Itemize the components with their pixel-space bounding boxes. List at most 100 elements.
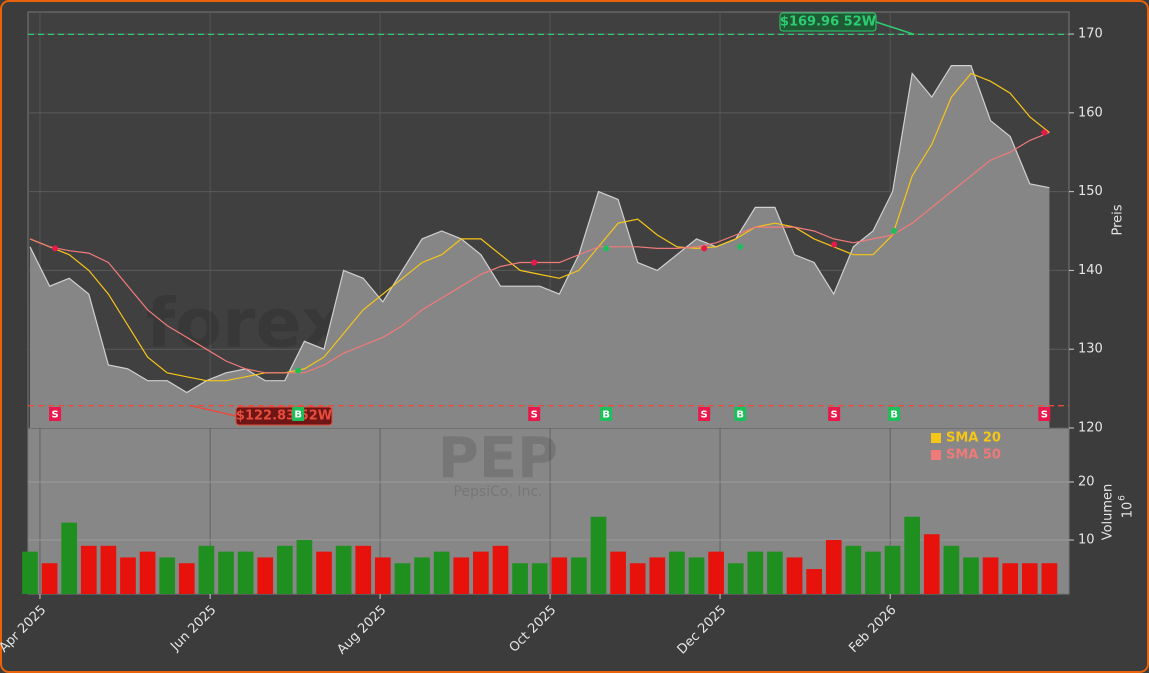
signal-box <box>1038 407 1051 421</box>
volume-bar <box>1002 563 1019 594</box>
volume-bar <box>786 557 803 594</box>
legend-swatch <box>931 450 941 460</box>
volume-bar <box>865 551 881 594</box>
level-label: $169.96 52W <box>780 15 876 30</box>
price-line <box>29 65 1050 394</box>
volume-bar <box>100 545 117 594</box>
y-axis-label: Preis <box>1111 204 1126 235</box>
volume-bar <box>139 551 156 594</box>
volume-bar <box>806 569 822 594</box>
volume-bar <box>688 557 705 594</box>
signal-dot <box>891 228 898 235</box>
volume-bar <box>629 563 646 594</box>
legend-label: SMA 50 <box>946 448 1001 463</box>
volume-bar <box>22 551 38 594</box>
volume-bar <box>218 551 234 594</box>
volume-bar <box>649 557 666 594</box>
volume-bar <box>923 534 940 594</box>
volume-bar <box>845 545 862 594</box>
signal-dot <box>603 245 610 252</box>
volume-bar <box>198 545 215 594</box>
volume-bar <box>473 551 489 594</box>
signal-dot <box>295 367 302 374</box>
signal-label: S <box>531 410 538 421</box>
y-tick-label: 150 <box>1078 184 1103 199</box>
signal-dot <box>531 259 538 266</box>
volume-bar <box>767 551 783 594</box>
volume-bar <box>257 557 274 594</box>
sma-line <box>29 72 1050 382</box>
volume-bar <box>453 557 470 594</box>
volume-bar <box>982 557 999 594</box>
volume-bar <box>394 563 411 594</box>
volume-bar <box>237 551 254 594</box>
signal-box <box>888 407 901 421</box>
volume-bar <box>414 557 430 594</box>
volume-bar <box>375 557 391 594</box>
level-arrow <box>190 404 237 417</box>
volume-bar <box>120 557 136 594</box>
signal-label: S <box>51 410 58 421</box>
signal-box <box>600 407 613 421</box>
volume-bar <box>159 557 176 594</box>
volume-bar <box>571 557 587 594</box>
volume-y-tick-label: 10 <box>1078 533 1095 548</box>
signal-box <box>734 407 747 421</box>
volume-axis-label: Volumen <box>1101 484 1116 541</box>
volume-bar <box>943 545 960 594</box>
volume-bar <box>1021 563 1038 594</box>
signal-label: S <box>701 410 708 421</box>
signal-dot <box>1041 129 1048 136</box>
volume-unit-exp: 6 <box>1118 495 1128 501</box>
signal-label: B <box>890 410 898 421</box>
sma-line <box>29 131 1050 374</box>
level-label-box <box>779 12 877 32</box>
company-watermark: PepsiCo, Inc. <box>453 484 542 500</box>
signal-box <box>528 407 541 421</box>
volume-bar <box>178 563 195 594</box>
volume-bar <box>492 545 509 594</box>
signal-box <box>49 407 62 421</box>
volume-bar <box>884 545 901 594</box>
volume-bar <box>610 551 626 594</box>
volume-bar <box>669 551 685 594</box>
volume-unit: 10 <box>1121 502 1136 519</box>
y-tick-label: 140 <box>1078 263 1103 278</box>
signal-dot <box>831 241 838 248</box>
y-tick-label: 160 <box>1078 105 1103 120</box>
volume-bar <box>1041 563 1058 594</box>
signal-box <box>292 407 305 421</box>
volume-bar <box>355 545 372 594</box>
level-arrow <box>875 21 915 36</box>
volume-bar <box>80 545 97 594</box>
price-area <box>29 65 1050 428</box>
legend-label: SMA 20 <box>946 431 1001 446</box>
volume-bar <box>531 563 548 594</box>
signal-label: S <box>831 410 838 421</box>
volume-bar <box>590 516 607 594</box>
volume-y-tick-label: 20 <box>1078 474 1095 489</box>
y-tick-label: 120 <box>1078 421 1103 436</box>
level-label: $122.83 52W <box>236 409 332 424</box>
volume-bar <box>433 551 450 594</box>
volume-bar <box>963 557 979 594</box>
signal-dot <box>737 243 744 250</box>
volume-bar <box>825 540 842 594</box>
volume-bar <box>276 545 293 594</box>
signal-box <box>828 407 841 421</box>
volume-bar <box>41 563 58 594</box>
volume-bar <box>512 563 528 594</box>
volume-bar <box>335 545 352 594</box>
signal-label: B <box>736 410 744 421</box>
signal-box <box>698 407 711 421</box>
y-tick-label: 170 <box>1078 27 1103 42</box>
volume-bar <box>316 551 332 594</box>
volume-bar <box>296 540 313 594</box>
y-tick-label: 130 <box>1078 342 1103 357</box>
level-label-box <box>235 406 333 426</box>
signal-label: S <box>1041 410 1048 421</box>
legend-swatch <box>931 433 941 443</box>
symbol-watermark: PEP <box>438 426 558 491</box>
volume-bar <box>727 563 744 594</box>
